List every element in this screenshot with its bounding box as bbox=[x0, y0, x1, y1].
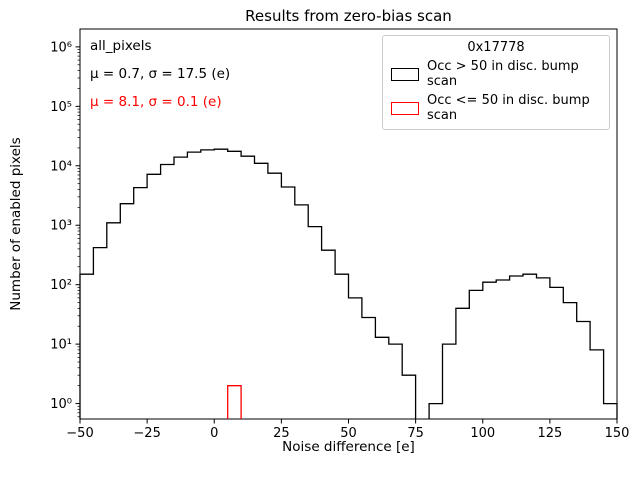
x-tick-label: 25 bbox=[273, 426, 290, 441]
x-tick-label: −50 bbox=[66, 426, 93, 441]
y-tick-label: 10⁵ bbox=[50, 100, 72, 115]
y-axis-label: Number of enabled pixels bbox=[8, 137, 24, 311]
legend-title: 0x17778 bbox=[467, 40, 525, 55]
legend: 0x17778 Occ > 50 in disc. bump scan Occ … bbox=[382, 35, 610, 130]
x-axis-label: Noise difference [e] bbox=[282, 439, 415, 455]
y-tick-label: 10³ bbox=[50, 219, 72, 234]
series-0-step bbox=[79, 148, 618, 419]
x-tick-label: 0 bbox=[210, 426, 218, 441]
series-1-step bbox=[227, 385, 242, 419]
x-tick-label: −25 bbox=[133, 426, 160, 441]
legend-entry-red: Occ <= 50 in disc. bump scan bbox=[391, 93, 601, 123]
chart-title: Results from zero-bias scan bbox=[245, 7, 452, 25]
y-tick-label: 10⁰ bbox=[50, 397, 72, 412]
y-tick-label: 10² bbox=[50, 278, 72, 293]
x-tick-label: 100 bbox=[470, 426, 495, 441]
legend-label-red: Occ <= 50 in disc. bump scan bbox=[427, 93, 590, 123]
legend-label-black: Occ > 50 in disc. bump scan bbox=[427, 59, 579, 89]
y-tick-label: 10¹ bbox=[50, 338, 72, 353]
x-tick-label: 150 bbox=[605, 426, 630, 441]
x-tick-label: 75 bbox=[407, 426, 424, 441]
annotation-red-stats: μ = 8.1, σ = 0.1 (e) bbox=[90, 94, 222, 110]
annotation-black-stats: μ = 0.7, σ = 17.5 (e) bbox=[90, 66, 231, 82]
legend-entry-black: Occ > 50 in disc. bump scan bbox=[391, 59, 601, 89]
y-tick-label: 10⁴ bbox=[50, 159, 72, 174]
x-tick-label: 125 bbox=[537, 426, 562, 441]
annotation-dataset: all_pixels bbox=[90, 38, 152, 54]
legend-swatch-black bbox=[391, 67, 419, 81]
x-tick-label: 50 bbox=[340, 426, 357, 441]
y-tick-label: 10⁶ bbox=[50, 40, 72, 55]
legend-swatch-red bbox=[391, 101, 419, 115]
